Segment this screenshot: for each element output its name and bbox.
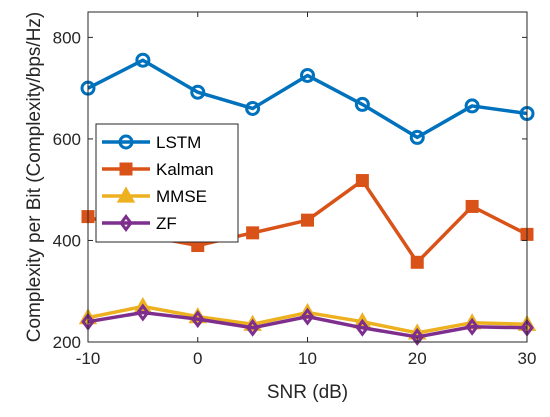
legend-entry-zf: ZF xyxy=(102,214,177,233)
series-lstm xyxy=(80,52,535,145)
x-tick-label: 20 xyxy=(408,349,427,368)
legend-label: MMSE xyxy=(156,187,207,206)
y-tick-label: 600 xyxy=(53,130,81,149)
data-point-zf xyxy=(355,318,370,337)
data-point-lstm xyxy=(245,100,261,116)
legend-marker-mmse xyxy=(116,186,136,203)
legend-swatch-marker xyxy=(118,134,134,150)
x-tick-label: -10 xyxy=(76,349,101,368)
y-axis-title: Complexity per Bit (Complexity/bps/Hz) xyxy=(24,12,45,342)
legend: LSTM Kalman MMSE ZF xyxy=(95,123,239,243)
data-point-lstm xyxy=(409,129,425,145)
legend-label: Kalman xyxy=(156,160,214,179)
legend-swatch-marker xyxy=(119,214,133,232)
data-point-lstm xyxy=(135,52,151,68)
series-line-zf xyxy=(87,310,528,339)
data-point-lstm xyxy=(190,84,206,100)
legend-entry-lstm: LSTM xyxy=(102,133,201,152)
y-tick-label: 400 xyxy=(53,231,81,250)
data-point-zf xyxy=(300,307,315,326)
data-point-kalman xyxy=(355,174,369,188)
legend-entry-mmse: MMSE xyxy=(102,186,207,206)
data-point-zf xyxy=(136,303,150,322)
axes-layer: -10 0 10 20 30 200 400 600 800 xyxy=(53,12,537,368)
x-axis-title: SNR (dB) xyxy=(267,382,348,403)
data-point-kalman xyxy=(465,199,479,213)
x-tick-label: 10 xyxy=(298,349,317,368)
data-point-lstm xyxy=(464,98,480,114)
data-point-zf xyxy=(245,318,260,337)
legend-label: ZF xyxy=(156,214,177,233)
data-point-kalman xyxy=(246,226,260,240)
legend-swatch-marker xyxy=(119,162,133,176)
legend-swatch-marker xyxy=(116,186,136,203)
data-point-zf xyxy=(410,327,424,346)
legend-marker-kalman xyxy=(119,162,133,176)
data-point-lstm xyxy=(354,96,370,112)
legend-marker-lstm xyxy=(118,134,134,150)
y-tick-label: 200 xyxy=(53,333,81,352)
data-point-kalman xyxy=(301,213,314,227)
series-line-lstm xyxy=(87,58,528,140)
data-point-zf xyxy=(191,310,205,329)
legend-label: LSTM xyxy=(156,133,201,152)
series-zf xyxy=(81,303,534,346)
data-point-lstm xyxy=(300,67,315,83)
legend-entry-kalman: Kalman xyxy=(102,160,214,179)
data-point-zf xyxy=(465,317,479,336)
legend-marker-zf xyxy=(119,214,133,232)
x-tick-label: 30 xyxy=(518,349,537,368)
x-tick-label: 0 xyxy=(193,349,202,368)
y-tick-label: 800 xyxy=(53,28,81,47)
data-point-kalman xyxy=(410,255,424,269)
